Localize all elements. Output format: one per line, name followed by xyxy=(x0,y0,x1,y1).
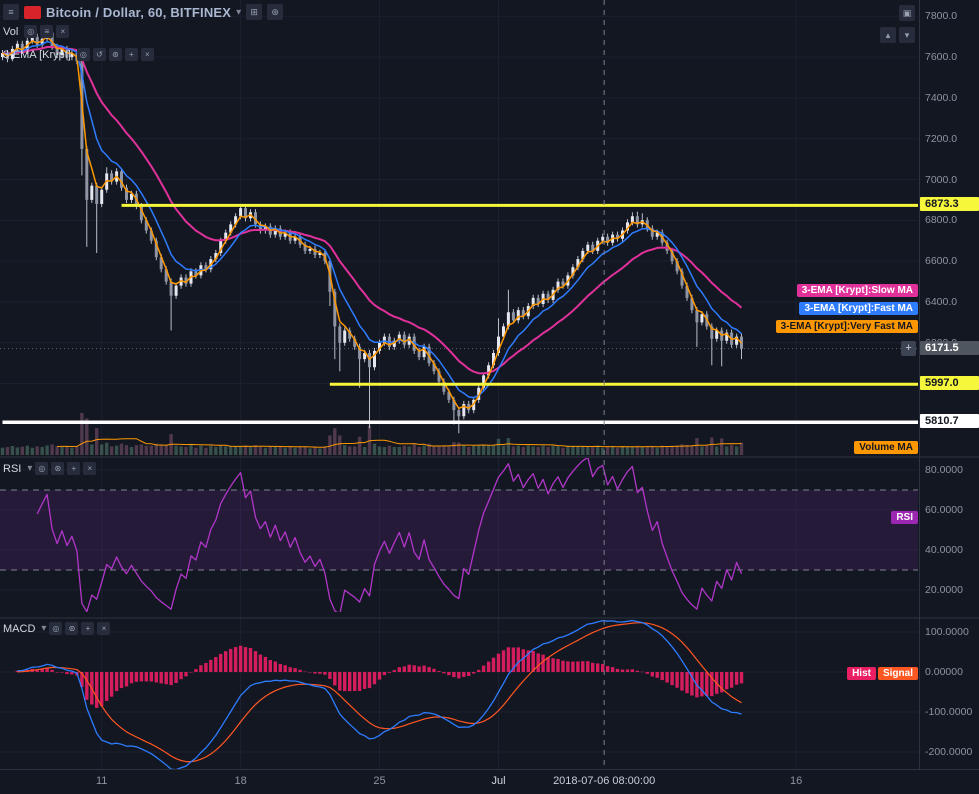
menu-icon[interactable]: ≡ xyxy=(40,25,54,38)
hamburger-menu-icon[interactable]: ≡ xyxy=(3,4,19,20)
axis-tick: 7600.0 xyxy=(925,51,958,64)
time-tick: 25 xyxy=(373,775,386,787)
quick-settings-icon[interactable]: ⊛ xyxy=(267,4,284,20)
symbol-logo-icon xyxy=(24,5,41,19)
eye-icon[interactable]: ◎ xyxy=(76,48,90,61)
ema-fast-line xyxy=(2,40,742,399)
volume-bars xyxy=(0,413,744,455)
slow-ma-badge: 3-EMA [Krypt]:Slow MA xyxy=(796,284,918,297)
gridlines xyxy=(0,0,918,769)
refresh-icon[interactable]: ↺ xyxy=(92,48,106,61)
plus-icon[interactable]: + xyxy=(124,48,138,61)
axis-tick: -100.0000 xyxy=(925,706,973,718)
ema-legend-label: 3-EMA [Krypt] xyxy=(3,48,71,61)
close-icon[interactable]: × xyxy=(83,462,97,475)
eye-icon[interactable]: ◎ xyxy=(24,25,38,38)
symbol-header: ≡ Bitcoin / Dollar, 60, BITFINEX ▾ ⊞ ⊛ xyxy=(3,4,284,20)
macd-pane xyxy=(15,619,744,769)
close-icon[interactable]: × xyxy=(140,48,154,61)
rsi-legend-label: RSI xyxy=(3,462,22,475)
time-axis[interactable]: 11 18 25 Jul 16 2018-07-06 08:00:00 xyxy=(0,770,979,794)
volume-legend-label: Vol xyxy=(3,25,19,38)
chevron-down-icon[interactable]: ▾ xyxy=(236,6,242,18)
time-tick: 18 xyxy=(234,775,247,787)
eye-icon[interactable]: ◎ xyxy=(49,622,63,635)
axis-tick: 7800.0 xyxy=(925,10,958,23)
axis-tick: 7400.0 xyxy=(925,91,958,104)
gear-icon[interactable]: ⊛ xyxy=(108,48,122,61)
hist-badge: Hist xyxy=(847,667,876,680)
macd-signal-line xyxy=(17,622,742,763)
axis-tick: 7200.0 xyxy=(925,132,958,145)
gear-icon[interactable]: ⊛ xyxy=(51,462,65,475)
price-axis[interactable]: 7800.0 7600.0 7400.0 7200.0 7000.0 6800.0 6600… xyxy=(0,0,979,770)
macd-legend-label: MACD xyxy=(3,622,36,635)
time-tick: Jul xyxy=(491,775,506,787)
volume-ma-badge: Volume MA xyxy=(854,441,918,454)
axis-tick: 60.0000 xyxy=(925,504,963,516)
close-icon[interactable]: × xyxy=(97,622,111,635)
axis-tick: 6800.0 xyxy=(925,214,958,227)
axis-tick: 7000.0 xyxy=(925,173,958,186)
axis-tick: 40.0000 xyxy=(925,544,963,556)
axis-tick: -200.0000 xyxy=(925,746,973,758)
symbol-title[interactable]: Bitcoin / Dollar, 60, BITFINEX xyxy=(46,4,232,20)
rsi-line xyxy=(36,458,743,612)
ema-very-fast-line xyxy=(2,35,743,410)
axis-tick: 100.0000 xyxy=(925,626,969,638)
level-price-label: 5997.0 xyxy=(920,376,979,391)
time-tick: 16 xyxy=(789,775,803,787)
rsi-pane xyxy=(0,458,918,612)
very-fast-ma-badge: 3-EMA [Krypt]:Very Fast MA xyxy=(775,320,918,333)
gear-icon[interactable]: ⊛ xyxy=(65,622,79,635)
plus-icon[interactable]: + xyxy=(67,462,81,475)
rsi-badge: RSI xyxy=(891,511,918,524)
move-pane-up-icon[interactable]: ▴ xyxy=(880,27,896,43)
close-icon[interactable]: × xyxy=(56,25,70,38)
chevron-down-icon[interactable]: ▾ xyxy=(41,623,47,634)
signal-badge: Signal xyxy=(877,667,918,680)
price-pane xyxy=(0,24,919,455)
axis-tick: 20.0000 xyxy=(925,584,963,596)
axis-tick: 0.00000 xyxy=(925,666,963,678)
add-alert-plus-icon[interactable]: + xyxy=(901,340,916,356)
macd-histogram xyxy=(15,645,744,708)
axis-tick: 6600.0 xyxy=(925,255,958,268)
move-pane-down-icon[interactable]: ▾ xyxy=(899,27,915,43)
last-price-label: 6171.5 xyxy=(920,340,979,355)
snapshot-icon[interactable]: ▣ xyxy=(899,5,915,21)
plus-icon[interactable]: + xyxy=(81,622,95,635)
chevron-down-icon[interactable]: ▾ xyxy=(27,463,33,474)
support-price-label: 5810.7 xyxy=(920,414,979,429)
rsi-band xyxy=(0,490,918,570)
time-tick: 11 xyxy=(95,775,108,787)
level-price-label: 6873.3 xyxy=(920,197,979,212)
axis-tick: 80.0000 xyxy=(925,464,963,476)
axis-tick: 6400.0 xyxy=(925,295,958,308)
macd-badges: Hist Signal xyxy=(847,667,918,680)
ema-slow-line xyxy=(2,46,743,375)
compare-icon[interactable]: ⊞ xyxy=(246,4,263,20)
macd-legend: MACD ▾ ◎ ⊛ + × xyxy=(3,622,111,635)
fast-ma-badge: 3-EMA [Krypt]:Fast MA xyxy=(799,302,918,315)
macd-line xyxy=(17,619,742,769)
rsi-legend: RSI ▾ ◎ ⊛ + × xyxy=(3,462,97,475)
eye-icon[interactable]: ◎ xyxy=(35,462,49,475)
volume-legend: Vol ◎ ≡ × xyxy=(3,25,70,38)
ema-legend: 3-EMA [Krypt] ◎ ↺ ⊛ + × xyxy=(3,48,154,61)
pane-separators xyxy=(0,0,979,770)
volume-ma-line xyxy=(57,438,742,448)
event-time-label: 2018-07-06 08:00:00 xyxy=(553,775,656,787)
